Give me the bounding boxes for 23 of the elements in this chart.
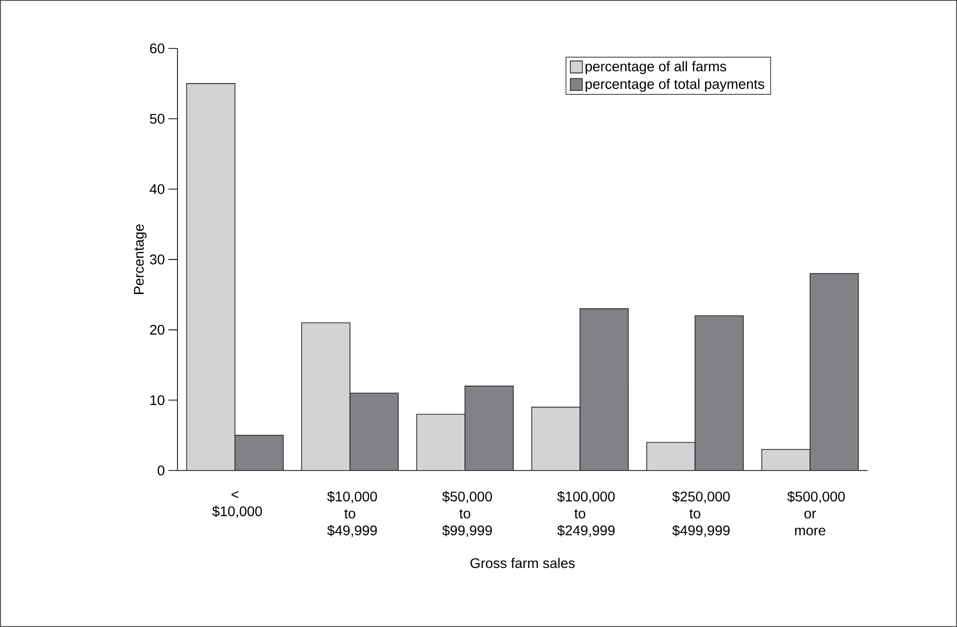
y-tick-label: 60 [150,43,164,54]
x-tick-label: $50,000 to $99,999 [442,491,492,538]
y-tick-label: 50 [150,114,164,124]
y-tick-label: 30 [150,254,164,264]
y-axis-title: Percentage [134,224,147,294]
x-tick-label: < $10,000 [212,491,262,518]
y-tick-label: 20 [150,324,164,335]
bar [416,414,466,471]
bar [186,83,236,471]
x-tick-label: $500,000 or more [787,491,845,536]
legend-label: percentage of all farms [586,61,726,74]
legend-label: percentage of total payments [586,78,764,92]
bar [646,442,696,471]
y-tick-label: 40 [150,184,164,194]
x-tick-label: $250,000 to $499,999 [672,491,730,538]
x-tick-label: $100,000 to $249,999 [557,491,615,538]
bar [761,449,810,471]
bar [301,322,350,471]
y-tick-label: 10 [150,395,164,406]
bar [531,406,580,471]
x-axis-title: Gross farm sales [470,558,575,568]
y-tick-label: 0 [158,466,164,476]
x-tick-label: $10,000 to $49,999 [327,491,377,538]
